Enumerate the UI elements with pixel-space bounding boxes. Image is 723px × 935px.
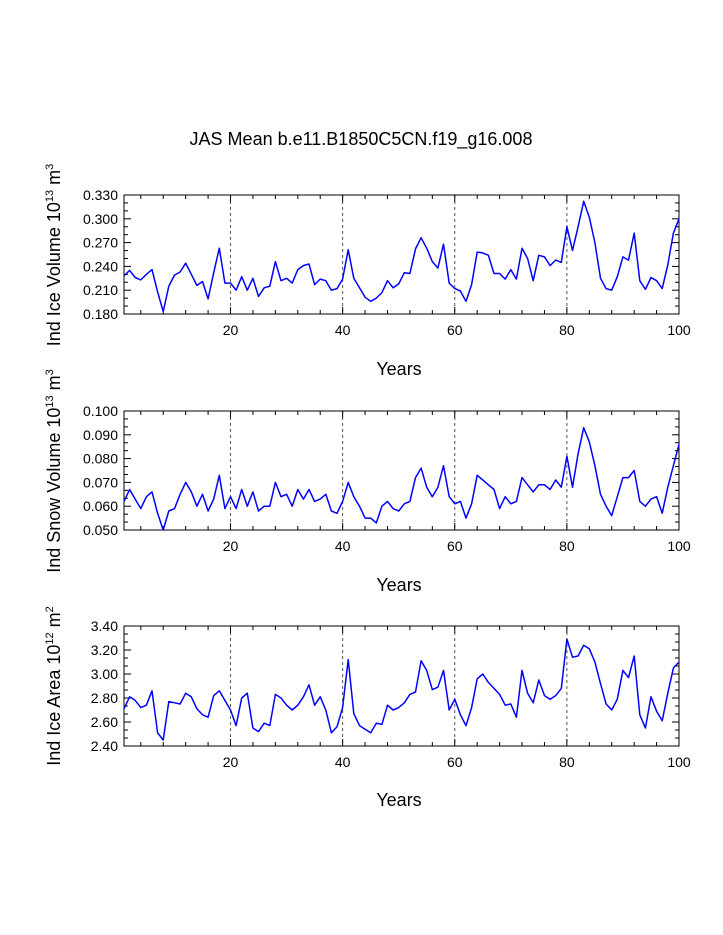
plot-frame [123, 625, 680, 747]
y-tick-label: 0.330 [83, 187, 118, 203]
x-tick-label: 100 [667, 754, 691, 770]
y-tick-label: 3.20 [91, 642, 118, 658]
y-tick-label: 0.180 [83, 306, 118, 322]
chart-panel-ice-volume: Ind Ice Volume 1013 m3 Years 20 40 60 80 100… [44, 164, 691, 379]
x-tick-label: 60 [447, 754, 463, 770]
x-tick-label: 20 [223, 538, 239, 554]
x-tick-label: 100 [667, 322, 691, 338]
plot-frame [123, 410, 680, 531]
y-tick-label: 0.080 [83, 451, 118, 467]
y-tick-label: 0.050 [83, 522, 118, 538]
x-tick-label: 40 [335, 538, 351, 554]
y-tick-label: 0.300 [83, 211, 118, 227]
y-tick-label: 0.100 [83, 403, 118, 419]
y-axis-title: Ind Snow Volume 1013 m3 [44, 369, 64, 573]
x-tick-label: 40 [335, 322, 351, 338]
plot-frame [123, 194, 680, 315]
x-tick-label: 20 [223, 322, 239, 338]
x-axis-title: Years [376, 575, 421, 595]
y-tick-label: 3.00 [91, 666, 118, 682]
x-tick-label: 40 [335, 754, 351, 770]
x-tick-label: 60 [447, 322, 463, 338]
series-line [123, 200, 680, 313]
y-axis-title: Ind Ice Volume 1013 m3 [44, 164, 64, 346]
y-tick-label: 0.060 [83, 498, 118, 514]
x-tick-label: 20 [223, 754, 239, 770]
series-line [123, 638, 680, 741]
figure-title: JAS Mean b.e11.B1850C5CN.f19_g16.008 [190, 129, 533, 150]
x-tick-label: 80 [559, 754, 575, 770]
y-tick-label: 3.40 [91, 618, 118, 634]
x-axis-title: Years [376, 359, 421, 379]
y-tick-label: 0.070 [83, 474, 118, 490]
x-axis-title: Years [376, 790, 421, 810]
x-tick-label: 80 [559, 538, 575, 554]
series-line [123, 426, 680, 531]
y-axis-title: Ind Ice Area 1012 m2 [44, 606, 64, 765]
x-tick-label: 100 [667, 538, 691, 554]
chart-panel-snow-volume: Ind Snow Volume 1013 m3 Years 20 40 60 80 10… [44, 369, 691, 595]
y-tick-label: 0.270 [83, 235, 118, 251]
chart-panel-ice-area: Ind Ice Area 1012 m2 Years 20 40 60 80 100 2.… [44, 606, 691, 810]
y-tick-label: 0.210 [83, 282, 118, 298]
y-tick-label: 0.090 [83, 427, 118, 443]
y-tick-label: 2.60 [91, 714, 118, 730]
y-tick-label: 2.40 [91, 738, 118, 754]
x-tick-label: 80 [559, 322, 575, 338]
x-tick-label: 60 [447, 538, 463, 554]
y-tick-label: 2.80 [91, 690, 118, 706]
y-tick-label: 0.240 [83, 258, 118, 274]
